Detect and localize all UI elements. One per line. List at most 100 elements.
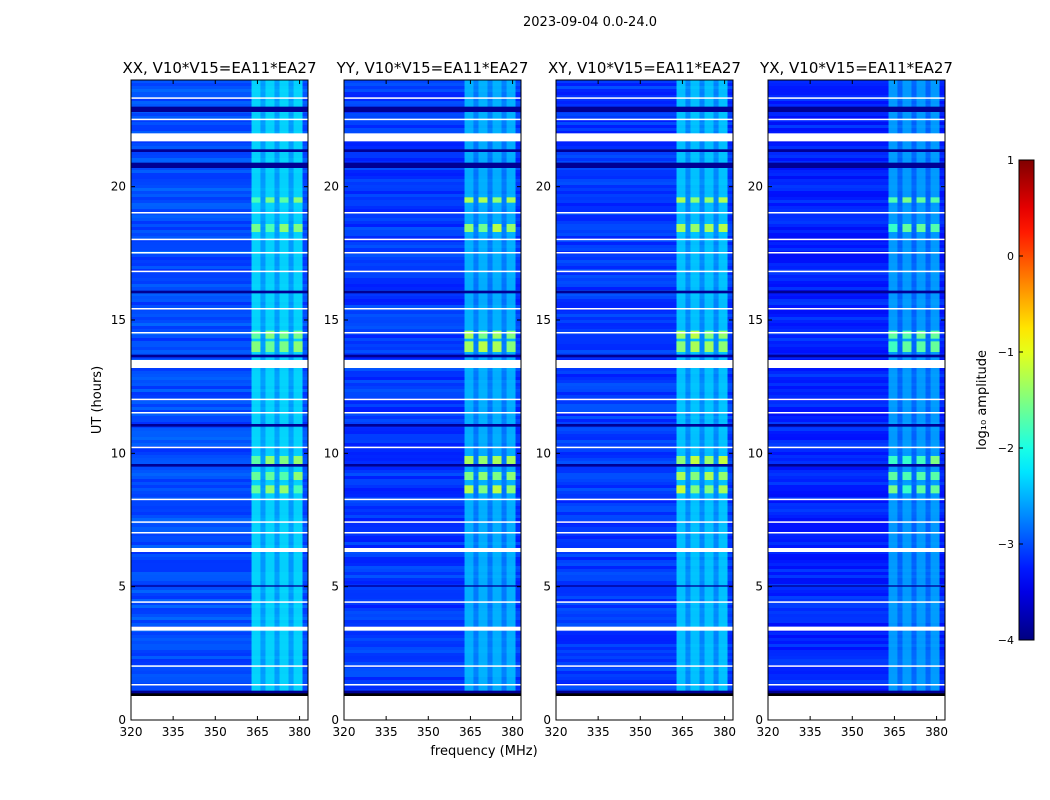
hot-block <box>464 197 474 203</box>
noise-row <box>556 644 733 647</box>
noise-row <box>131 86 308 89</box>
noise-row <box>131 98 308 101</box>
y-tick-label: 20 <box>748 180 763 194</box>
noise-row <box>768 458 945 461</box>
noise-row <box>344 104 521 107</box>
noise-row <box>556 299 733 302</box>
flagged-row <box>344 238 521 241</box>
noise-row <box>344 182 521 185</box>
noise-row <box>344 500 521 503</box>
noise-row <box>556 356 733 359</box>
colorbar-gradient <box>1018 159 1035 641</box>
noise-row <box>131 644 308 647</box>
noise-row <box>768 383 945 386</box>
noise-row <box>131 680 308 683</box>
panel-title: YX, V10*V15=EA11*EA27 <box>759 59 953 77</box>
noise-row <box>768 449 945 452</box>
noise-row <box>556 116 733 119</box>
noise-row <box>344 305 521 308</box>
noise-row <box>768 116 945 119</box>
noise-row <box>344 641 521 644</box>
noise-row <box>344 296 521 299</box>
noise-row <box>768 485 945 488</box>
dark-row <box>556 162 733 168</box>
noise-row <box>768 269 945 272</box>
flagged-row <box>768 626 945 631</box>
noise-row <box>131 485 308 488</box>
noise-row <box>556 224 733 227</box>
noise-row <box>344 86 521 89</box>
noise-row <box>344 566 521 569</box>
noise-row <box>344 503 521 506</box>
noise-row <box>344 674 521 677</box>
hot-block <box>464 341 474 352</box>
noise-row <box>556 455 733 458</box>
noise-row <box>768 428 945 431</box>
noise-row <box>344 422 521 425</box>
noise-row <box>344 524 521 527</box>
noise-row <box>344 533 521 536</box>
noise-row <box>768 443 945 446</box>
noise-row <box>768 389 945 392</box>
noise-row <box>556 95 733 98</box>
noise-row <box>556 206 733 209</box>
flagged-row <box>131 684 308 686</box>
noise-row <box>344 158 521 161</box>
noise-row <box>131 551 308 554</box>
noise-row <box>344 155 521 158</box>
hot-block <box>704 224 714 232</box>
noise-row <box>768 350 945 353</box>
noise-row <box>344 587 521 590</box>
noise-row <box>768 545 945 548</box>
noise-row <box>556 482 733 485</box>
noise-row <box>556 263 733 266</box>
noise-row <box>344 515 521 518</box>
hot-block <box>251 341 261 352</box>
noise-row <box>556 689 733 692</box>
noise-row <box>131 182 308 185</box>
noise-row <box>768 200 945 203</box>
noise-row <box>344 602 521 605</box>
noise-row <box>768 215 945 218</box>
noise-row <box>344 458 521 461</box>
noise-row <box>768 536 945 539</box>
noise-row <box>131 575 308 578</box>
noise-row <box>556 323 733 326</box>
y-tick-label: 5 <box>543 580 551 594</box>
noise-row <box>131 455 308 458</box>
x-tick-label: 365 <box>459 725 482 739</box>
hot-block <box>930 224 940 232</box>
flagged-row <box>768 521 945 523</box>
noise-row <box>131 500 308 503</box>
x-tick-label: 380 <box>713 725 736 739</box>
noise-row <box>556 452 733 455</box>
hot-block <box>704 197 714 203</box>
noise-row <box>131 563 308 566</box>
noise-row <box>344 395 521 398</box>
flagged-row <box>344 548 521 552</box>
dark-row <box>131 424 308 427</box>
noise-row <box>131 224 308 227</box>
flagged-row <box>344 360 521 368</box>
noise-row <box>344 167 521 170</box>
hot-block <box>888 330 898 339</box>
hot-block <box>478 485 488 494</box>
flagged-row <box>344 97 521 99</box>
noise-row <box>344 287 521 290</box>
noise-row <box>768 617 945 620</box>
noise-row <box>131 299 308 302</box>
flagged-row <box>344 412 521 414</box>
noise-row <box>556 434 733 437</box>
noise-row <box>768 242 945 245</box>
flagged-row <box>556 332 733 334</box>
noise-row <box>131 518 308 521</box>
noise-row <box>768 371 945 374</box>
noise-row <box>556 380 733 383</box>
hot-block <box>478 330 488 339</box>
noise-row <box>131 143 308 146</box>
noise-row <box>768 203 945 206</box>
noise-row <box>344 275 521 278</box>
noise-row <box>131 476 308 479</box>
noise-row <box>344 410 521 413</box>
noise-row <box>768 239 945 242</box>
